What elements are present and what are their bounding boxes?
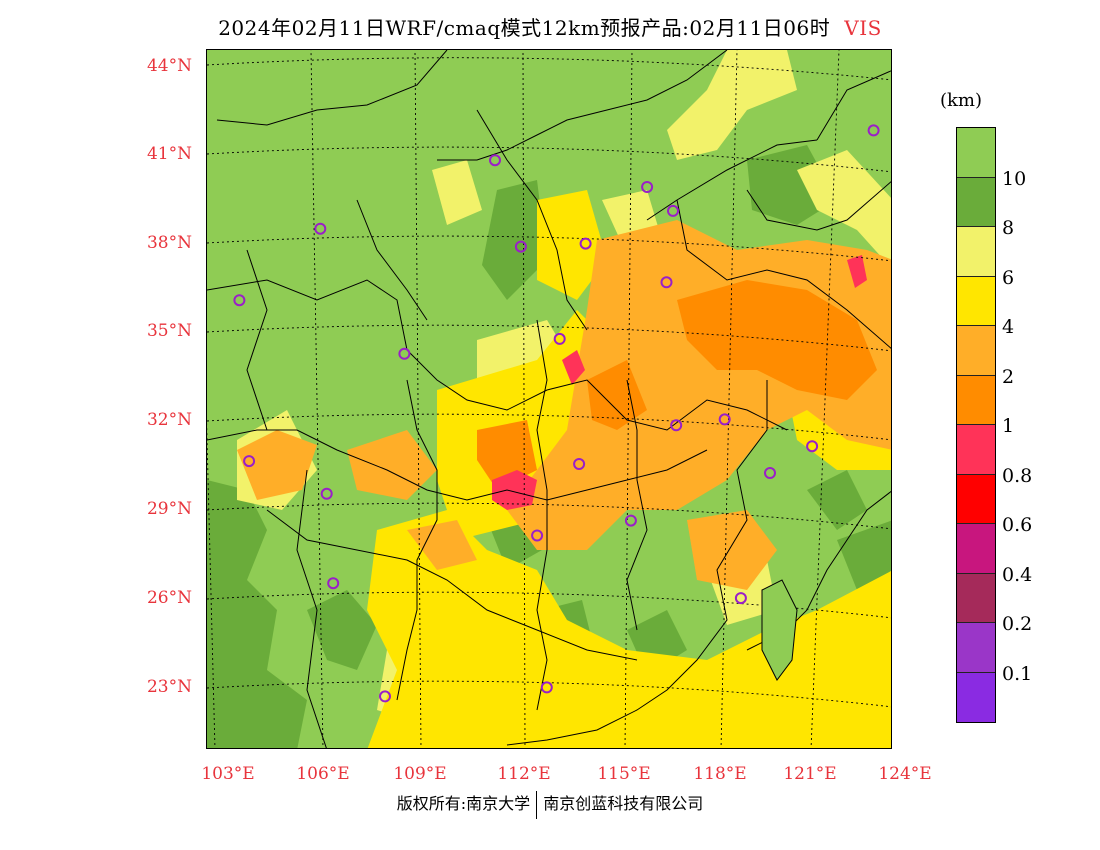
colorbar-cell: [957, 326, 995, 376]
colorbar-cell: [957, 573, 995, 623]
lon-label-124: 124°E: [878, 764, 932, 784]
colorbar-label-6: 6: [1002, 267, 1015, 289]
title-main: 2024年02月11日WRF/cmaq模式12km预报产品:02月11日06时: [218, 16, 831, 40]
city-marker: [398, 347, 411, 360]
visibility-map: [206, 49, 892, 749]
colorbar-label-2: 2: [1002, 366, 1015, 388]
lat-label-44: 44°N: [146, 56, 192, 76]
footer-company: 南京创蓝科技有限公司: [543, 794, 704, 813]
city-marker: [718, 413, 731, 426]
city-marker: [667, 204, 679, 217]
city-marker: [670, 419, 683, 432]
graticule: [207, 50, 891, 748]
city-marker: [327, 577, 340, 590]
lon-label-121: 121°E: [783, 764, 837, 784]
vis-0.8km-zones: [492, 255, 867, 510]
title-variable: VIS: [844, 16, 882, 40]
city-marker: [320, 487, 333, 500]
copyright-footer: 版权所有:南京大学 南京创蓝科技有限公司: [0, 790, 1100, 819]
city-marker: [624, 514, 637, 527]
city-marker: [573, 458, 586, 470]
city-marker: [314, 222, 327, 235]
colorbar-cell: [957, 227, 995, 277]
lon-label-106: 106°E: [296, 764, 350, 784]
city-marker: [531, 529, 544, 542]
colorbar-unit: (km): [940, 90, 983, 111]
lat-label-29: 29°N: [146, 499, 192, 519]
lon-label-118: 118°E: [693, 764, 747, 784]
colorbar-label-0.8: 0.8: [1002, 465, 1033, 487]
colorbar-cell: [957, 375, 995, 425]
footer-divider: [536, 790, 538, 819]
city-marker: [489, 154, 501, 167]
city-marker: [540, 681, 553, 694]
vis-1km-zones: [477, 280, 877, 490]
colorbar-cell: [957, 177, 995, 227]
colorbar-label-0.6: 0.6: [1002, 514, 1033, 536]
city-markers: [233, 124, 880, 703]
colorbar-cell: [957, 128, 995, 178]
colorbar-label-0.4: 0.4: [1002, 564, 1033, 586]
colorbar-cell: [957, 425, 995, 475]
colorbar-cell: [957, 474, 995, 524]
map-title: 2024年02月11日WRF/cmaq模式12km预报产品:02月11日06时 V…: [0, 12, 1100, 41]
lat-label-32: 32°N: [146, 410, 192, 430]
city-marker: [806, 440, 819, 453]
lon-label-103: 103°E: [201, 764, 255, 784]
boundaries: [207, 50, 891, 748]
colorbar-cell: [957, 623, 995, 673]
colorbar-label-4: 4: [1002, 316, 1015, 338]
lon-label-109: 109°E: [393, 764, 447, 784]
city-marker: [553, 332, 566, 345]
lat-label-23: 23°N: [146, 677, 192, 697]
footer-copyright: 版权所有:南京大学: [396, 794, 531, 813]
city-marker: [233, 294, 246, 307]
colorbar: [956, 127, 996, 723]
city-marker: [579, 237, 592, 250]
city-marker: [379, 690, 391, 703]
city-marker: [514, 240, 527, 253]
colorbar-cell: [957, 276, 995, 326]
lat-label-38: 38°N: [146, 233, 192, 253]
colorbar-label-0.2: 0.2: [1002, 613, 1033, 635]
colorbar-label-0.1: 0.1: [1002, 663, 1033, 685]
map-svg: [207, 50, 891, 748]
colorbar-cell: [957, 524, 995, 574]
city-marker: [764, 467, 776, 479]
colorbar-cell: [957, 672, 995, 722]
colorbar-label-1: 1: [1002, 415, 1015, 437]
lat-label-26: 26°N: [146, 588, 192, 608]
colorbar-label-10: 10: [1002, 168, 1027, 190]
colorbar-label-8: 8: [1002, 217, 1015, 239]
city-marker: [867, 124, 880, 137]
lat-label-41: 41°N: [146, 144, 192, 164]
lat-label-35: 35°N: [146, 321, 192, 341]
taiwan-island: [761, 579, 798, 681]
city-marker: [641, 181, 654, 193]
city-marker: [243, 455, 256, 468]
city-marker: [734, 592, 747, 605]
city-marker: [660, 276, 673, 289]
lon-label-112: 112°E: [497, 764, 551, 784]
lon-label-115: 115°E: [597, 764, 651, 784]
